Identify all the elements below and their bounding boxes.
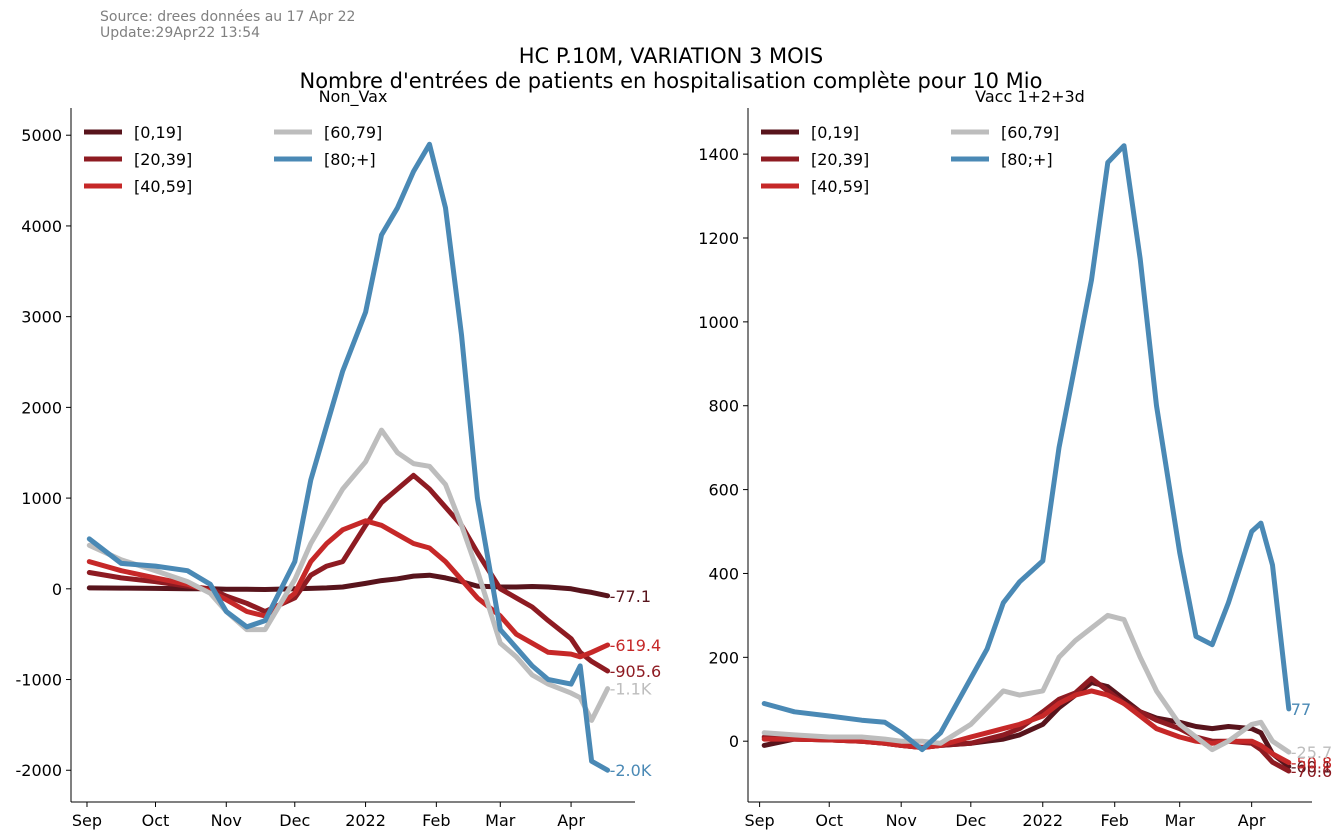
y-tick-label: 1200: [698, 229, 739, 248]
y-tick-label: 200: [708, 648, 739, 667]
series-end-label: -619.4: [610, 636, 662, 655]
chart-panel-1: Non_Vax -2000 -1000 0 1000 2000 3000 4000 5000 Se…: [16, 87, 662, 830]
legend-label: [80;+]: [324, 150, 376, 169]
y-tick-label: 0: [52, 580, 62, 599]
legend-label: [0,19]: [811, 123, 859, 142]
series-end-label: -50.8: [1291, 754, 1332, 773]
legend-label: [60,79]: [324, 123, 382, 142]
x-tick-label: Nov: [211, 811, 242, 830]
legend-label: [40,59]: [811, 177, 869, 196]
y-tick-label: 3000: [21, 308, 62, 327]
legend-label: [60,79]: [1001, 123, 1059, 142]
series-line: [761, 612, 1292, 755]
panel-title: Vacc 1+2+3d: [975, 87, 1085, 106]
series-line: [86, 427, 611, 723]
x-tick-label: Dec: [955, 811, 986, 830]
chart-panel-2: Vacc 1+2+3d 0 200 400 600 800 1000 1200 1400 Sep O…: [698, 87, 1332, 830]
series-end-label: -77.1: [610, 587, 651, 606]
x-tick-label: Apr: [557, 811, 585, 830]
legend-label: [40,59]: [134, 177, 192, 196]
legend-label: [20,39]: [134, 150, 192, 169]
series-line: [86, 472, 611, 674]
legend-label: [80;+]: [1001, 150, 1053, 169]
series-end-label: -70.6: [1291, 762, 1332, 781]
legend-label: [20,39]: [811, 150, 869, 169]
x-tick-label: Dec: [279, 811, 310, 830]
y-tick-label: 600: [708, 481, 739, 500]
series-end-label: -905.6: [610, 662, 662, 681]
y-tick-label: 800: [708, 397, 739, 416]
chart-title-line-2: Nombre d'entrées de patients en hospital…: [299, 69, 1043, 93]
x-tick-label: Feb: [1101, 811, 1129, 830]
chart-title-line-1: HC P.10M, VARIATION 3 MOIS: [518, 44, 824, 68]
x-tick-label: Nov: [886, 811, 917, 830]
y-tick-label: -2000: [16, 761, 63, 780]
y-tick-label: 4000: [21, 217, 62, 236]
series-line: [86, 572, 611, 599]
series-end-label: -1.1K: [610, 680, 652, 699]
series-end-label: -60.1: [1291, 757, 1332, 776]
x-tick-label: Oct: [815, 811, 843, 830]
series-line: [86, 141, 611, 773]
x-tick-label: Feb: [422, 811, 450, 830]
update-text: Update:29Apr22 13:54: [100, 25, 261, 41]
y-tick-label: 400: [708, 564, 739, 583]
x-tick-label: Mar: [485, 811, 516, 830]
y-tick-label: 1400: [698, 145, 739, 164]
x-tick-label: Apr: [1238, 811, 1266, 830]
x-tick-label: Mar: [1165, 811, 1196, 830]
source-note: Source: drees données au 17 Apr 22 Updat…: [100, 9, 355, 41]
source-text: Source: drees données au 17 Apr 22: [100, 9, 356, 25]
x-tick-label: Oct: [142, 811, 170, 830]
series-end-label: 77: [1291, 700, 1311, 719]
series-line: [761, 143, 1292, 753]
x-tick-label: 2022: [345, 811, 386, 830]
x-tick-label: Sep: [745, 811, 775, 830]
y-tick-label: 0: [729, 732, 739, 751]
x-tick-label: 2022: [1022, 811, 1063, 830]
x-tick-label: Sep: [72, 811, 102, 830]
series-line: [761, 688, 1292, 766]
y-tick-label: 1000: [698, 313, 739, 332]
series-end-label: -2.0K: [610, 761, 652, 780]
y-tick-label: 1000: [21, 489, 62, 508]
legend-label: [0,19]: [134, 123, 182, 142]
y-tick-label: -1000: [16, 671, 63, 690]
y-tick-label: 2000: [21, 398, 62, 417]
panel-title: Non_Vax: [319, 87, 388, 107]
y-tick-label: 5000: [21, 126, 62, 145]
series-end-label: -25.7: [1291, 743, 1332, 762]
